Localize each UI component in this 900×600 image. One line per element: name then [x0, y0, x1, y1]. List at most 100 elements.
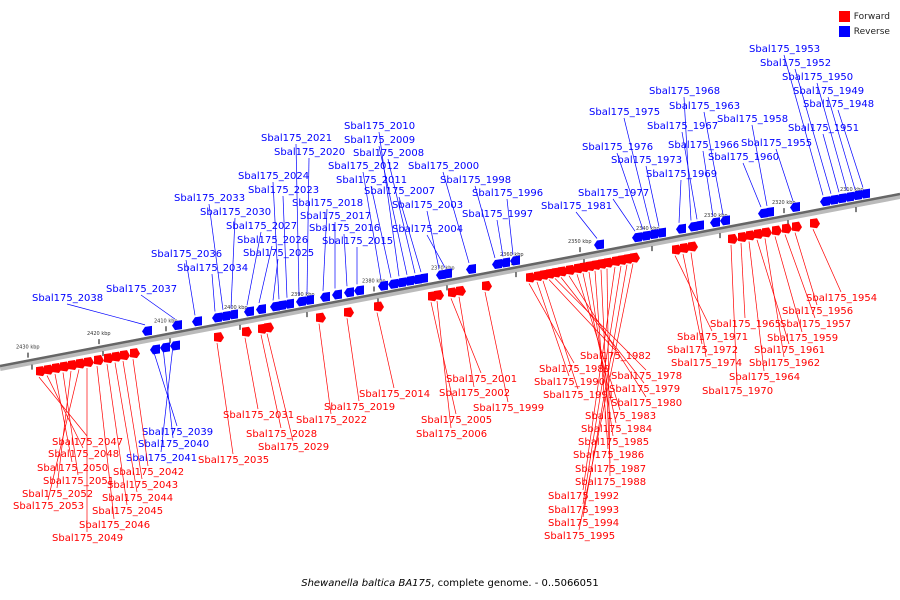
leader-line — [46, 375, 84, 449]
reverse-gene-arrow — [192, 316, 202, 327]
tick-label: 2380 kbp — [362, 279, 386, 285]
leader-line — [600, 269, 611, 464]
reverse-gene-arrow — [492, 258, 502, 269]
forward-gene-arrow — [456, 285, 466, 296]
reverse-gene-label: Sbal175_2010 — [344, 121, 415, 132]
genome-backbone-shadow — [0, 193, 900, 371]
leader-line — [812, 229, 842, 293]
reverse-gene-label: Sbal175_1966 — [668, 140, 739, 151]
reverse-gene-label: Sbal175_1997 — [462, 209, 533, 220]
reverse-gene-label: Sbal175_2007 — [364, 186, 435, 197]
forward-gene-label: Sbal175_2014 — [359, 389, 430, 400]
forward-gene-label: Sbal175_2049 — [52, 533, 123, 544]
forward-gene-arrow — [672, 244, 682, 255]
forward-gene-label: Sbal175_1959 — [767, 333, 838, 344]
reverse-gene-arrow — [640, 230, 650, 241]
forward-gene-label: Sbal175_1978 — [611, 371, 682, 382]
forward-gene-arrow — [772, 225, 782, 236]
leader-line — [678, 179, 682, 223]
caption-range: , complete genome. - 0..5066051 — [431, 578, 599, 589]
leader-line — [496, 219, 504, 257]
reverse-gene-label: Sbal175_2000 — [408, 161, 479, 172]
leader-line — [343, 233, 348, 287]
leader-line — [783, 54, 824, 196]
leader-line — [185, 259, 196, 316]
forward-gene-label: Sbal175_2035 — [198, 455, 269, 466]
leader-line — [554, 278, 647, 371]
leader-line — [578, 263, 634, 531]
tick-label: 2410 kbp — [154, 318, 178, 324]
forward-gene-arrow — [104, 353, 114, 364]
tick-label: 2360 kbp — [500, 252, 524, 258]
genome-backbone — [0, 192, 900, 368]
leader-line — [794, 232, 818, 306]
reverse-gene-arrow — [256, 304, 266, 315]
leader-line — [582, 266, 616, 491]
forward-gene-arrow — [76, 358, 86, 369]
leader-line — [837, 109, 864, 188]
forward-gene-label: Sbal175_1991 — [543, 390, 614, 401]
reverse-gene-arrow — [828, 194, 838, 205]
reverse-gene-label: Sbal175_2037 — [106, 284, 177, 295]
reverse-gene-label: Sbal175_1948 — [803, 99, 874, 110]
leader-line — [132, 359, 149, 467]
leader-line — [506, 198, 514, 255]
reverse-gene-arrow — [466, 263, 476, 274]
forward-gene-arrow — [120, 350, 130, 361]
leader-line — [816, 82, 848, 191]
leader-line — [742, 162, 762, 208]
reverse-gene-label: Sbal175_1950 — [782, 72, 853, 83]
leader-line — [442, 171, 470, 264]
reverse-gene-arrow — [170, 340, 180, 351]
forward-gene-label: Sbal175_2028 — [246, 429, 317, 440]
leader-line — [794, 68, 832, 194]
forward-gene-label: Sbal175_2047 — [52, 437, 123, 448]
forward-gene-arrow — [60, 361, 70, 372]
leader-line — [56, 370, 72, 489]
forward-gene-label: Sbal175_2045 — [92, 506, 163, 517]
forward-gene-arrow — [112, 351, 122, 362]
reverse-gene-arrow — [304, 294, 314, 305]
forward-gene-label: Sbal175_2029 — [258, 442, 329, 453]
reverse-gene-arrow — [710, 217, 720, 228]
forward-gene-arrow — [344, 307, 354, 318]
leader-line — [398, 196, 422, 273]
reverse-gene-label: Sbal175_1996 — [472, 188, 543, 199]
reverse-gene-label: Sbal175_1969 — [646, 169, 717, 180]
leader-line — [362, 171, 382, 280]
leader-line — [560, 277, 645, 384]
reverse-gene-label: Sbal175_1977 — [578, 188, 649, 199]
forward-gene-label: Sbal175_2006 — [416, 429, 487, 440]
reverse-gene-arrow — [594, 239, 604, 250]
forward-gene-arrow — [810, 218, 820, 229]
leader-line — [47, 369, 80, 501]
forward-gene-label: Sbal175_2048 — [48, 449, 119, 460]
reverse-gene-arrow — [160, 342, 170, 353]
forward-gene-label: Sbal175_2005 — [421, 415, 492, 426]
legend: Forward Reverse — [838, 9, 890, 39]
reverse-gene-label: Sbal175_1976 — [582, 142, 653, 153]
reverse-gene-label: Sbal175_1963 — [669, 101, 740, 112]
forward-gene-arrow — [84, 356, 94, 367]
reverse-gene-label: Sbal175_1958 — [717, 114, 788, 125]
reverse-gene-label: Sbal175_2008 — [353, 148, 424, 159]
forward-gene-label: Sbal175_2002 — [439, 388, 510, 399]
reverse-gene-arrow — [764, 206, 774, 217]
reverse-gene-arrow — [404, 275, 414, 286]
reverse-gene-label: Sbal175_1952 — [760, 58, 831, 69]
legend-label-reverse: Reverse — [853, 26, 890, 37]
forward-gene-label: Sbal175_2051 — [43, 476, 114, 487]
leader-line — [623, 117, 652, 229]
reverse-gene-label: Sbal175_2017 — [300, 211, 371, 222]
forward-gene-label: Sbal175_1982 — [580, 351, 651, 362]
forward-gene-label: Sbal175_1974 — [671, 358, 742, 369]
leader-line — [774, 236, 803, 333]
forward-gene-label: Sbal175_1956 — [782, 306, 853, 317]
leader-line — [266, 333, 294, 442]
reverse-gene-label: Sbal175_1967 — [647, 121, 718, 132]
forward-gene-label: Sbal175_2052 — [22, 489, 93, 500]
forward-gene-label: Sbal175_1971 — [677, 332, 748, 343]
leader-line — [730, 244, 738, 386]
reverse-gene-arrow — [836, 193, 846, 204]
organism-name: Shewanella baltica BA175 — [301, 578, 432, 589]
